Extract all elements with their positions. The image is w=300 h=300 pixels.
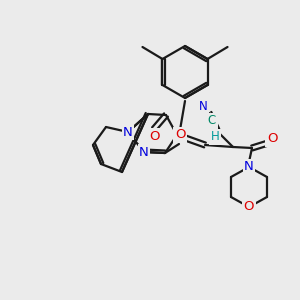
- Text: O: O: [149, 130, 159, 142]
- Text: N: N: [199, 100, 207, 113]
- Text: O: O: [244, 200, 254, 214]
- Text: C: C: [208, 115, 216, 128]
- Text: N: N: [244, 160, 254, 173]
- Text: O: O: [267, 133, 277, 146]
- Text: N: N: [139, 146, 149, 158]
- Text: H: H: [211, 130, 219, 143]
- Text: O: O: [175, 128, 185, 142]
- Text: N: N: [123, 125, 133, 139]
